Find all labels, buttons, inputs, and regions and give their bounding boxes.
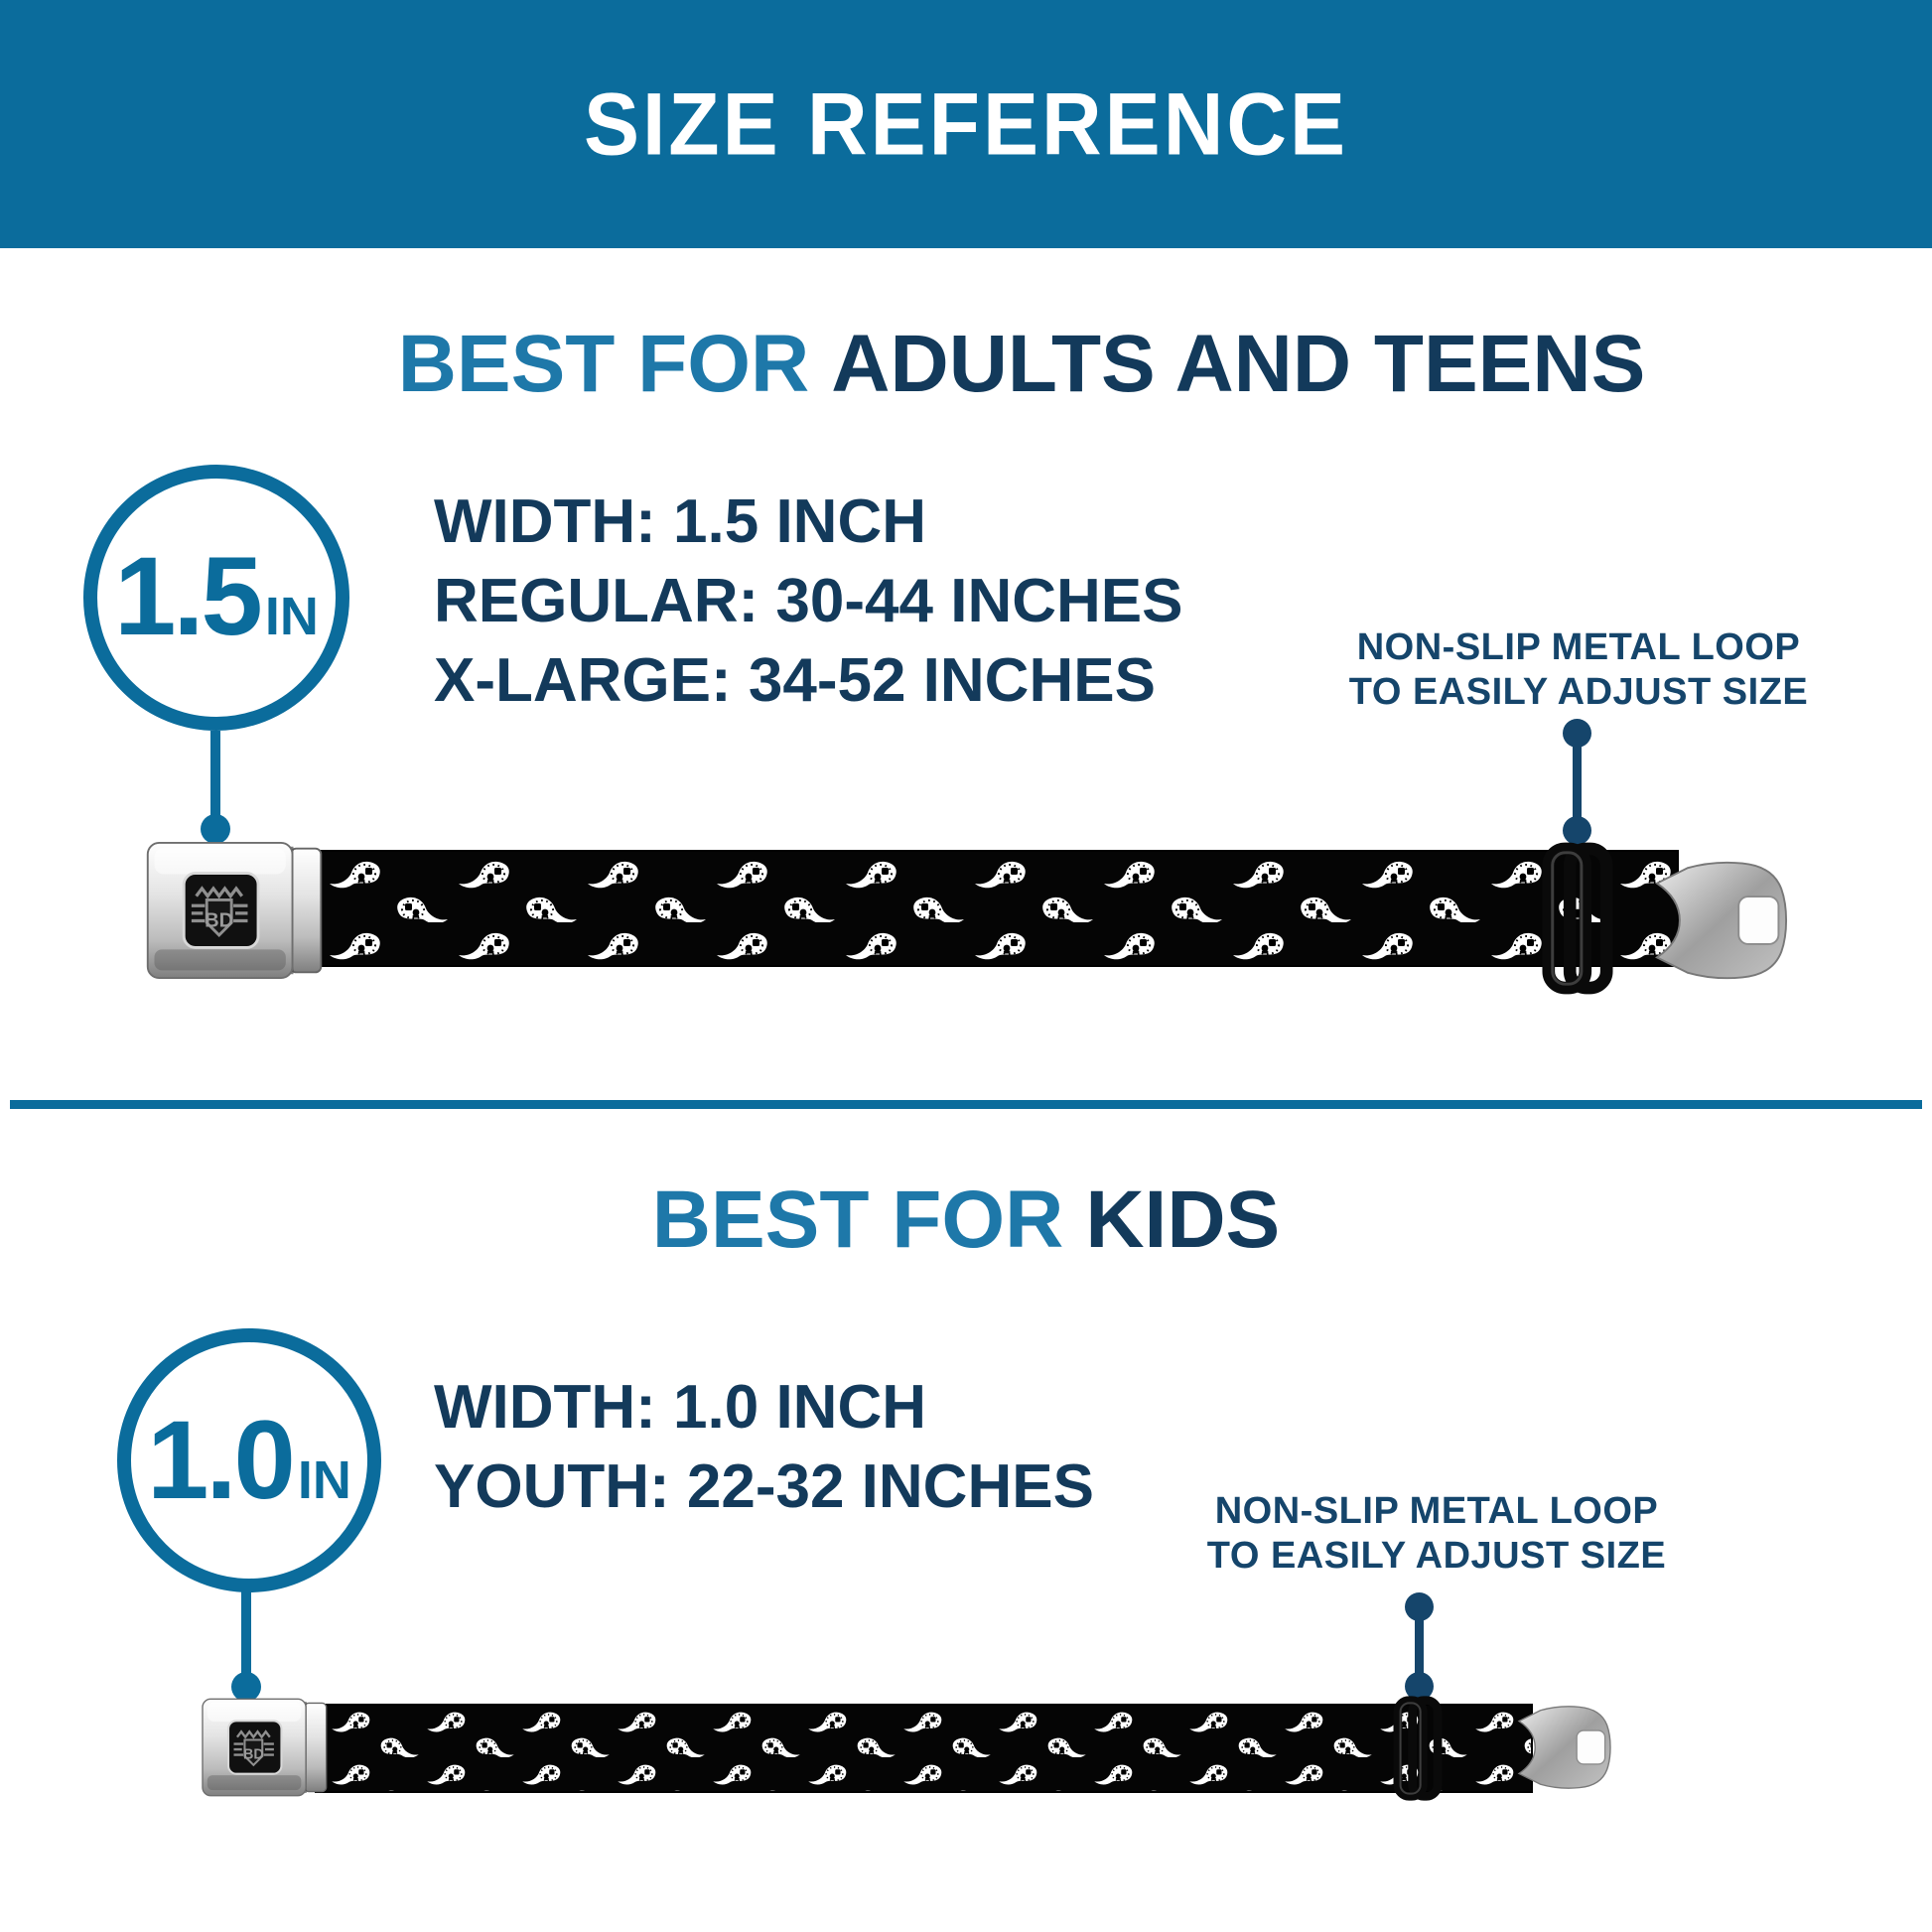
callout-pointer-dot-bottom	[1405, 1672, 1434, 1701]
badge-pointer-dot-kids	[231, 1672, 261, 1702]
paisley-webbing-strap	[307, 850, 1679, 967]
spec-line: WIDTH: 1.5 INCH	[434, 487, 926, 556]
section-heading-kids: BEST FOR KIDS	[0, 1179, 1932, 1261]
badge-unit: IN	[297, 1450, 351, 1510]
spec-line: YOUTH: 22-32 INCHES	[434, 1452, 1094, 1521]
callout-line: NON-SLIP METAL LOOP	[1214, 1490, 1659, 1532]
heading-dark-kids: KIDS	[1085, 1174, 1281, 1265]
paisley-webbing-strap	[315, 1704, 1533, 1793]
badge-pointer-dot-adults	[201, 814, 230, 844]
size-specs-adults: WIDTH: 1.5 INCH REGULAR: 30-44 INCHES X-…	[434, 483, 1182, 721]
section-divider	[10, 1100, 1922, 1109]
size-specs-kids: WIDTH: 1.0 INCH YOUTH: 22-32 INCHES	[434, 1368, 1094, 1527]
callout-pointer-dot-bottom	[1563, 816, 1591, 845]
seatbelt-buckle	[146, 841, 323, 980]
section-heading-adults: BEST FOR ADULTS AND TEENS	[0, 324, 1932, 405]
belt-photo-kids	[201, 1688, 1611, 1807]
badge-value: 1.0	[147, 1398, 296, 1522]
width-badge-kids: 1.0 IN	[117, 1328, 381, 1592]
seatbelt-buckle	[201, 1698, 328, 1797]
badge-unit: IN	[264, 587, 319, 646]
badge-pointer-line-kids	[241, 1590, 251, 1680]
page-title: SIZE REFERENCE	[583, 73, 1349, 174]
heading-dark-adults: ADULTS AND TEENS	[831, 319, 1646, 409]
callout-line: TO EASILY ADJUST SIZE	[1348, 671, 1809, 713]
badge-pointer-line-adults	[210, 731, 220, 820]
belt-photo-adults	[146, 841, 1788, 1006]
callout-line: TO EASILY ADJUST SIZE	[1206, 1535, 1667, 1577]
callout-line: NON-SLIP METAL LOOP	[1356, 626, 1801, 668]
spec-line: WIDTH: 1.0 INCH	[434, 1373, 926, 1442]
callout-pointer-line	[1415, 1608, 1424, 1684]
loop-callout-adults: NON-SLIP METAL LOOP TO EASILY ADJUST SIZ…	[1340, 625, 1817, 715]
header-bar: SIZE REFERENCE	[0, 0, 1932, 248]
width-badge-adults: 1.5 IN	[83, 465, 349, 731]
heading-light-kids: BEST FOR	[651, 1174, 1064, 1265]
spec-line: X-LARGE: 34-52 INCHES	[434, 646, 1156, 715]
badge-value: 1.5	[114, 534, 263, 658]
loop-callout-kids: NON-SLIP METAL LOOP TO EASILY ADJUST SIZ…	[1188, 1489, 1685, 1579]
callout-pointer-line	[1573, 735, 1582, 830]
heading-light-adults: BEST FOR	[397, 319, 810, 409]
spec-line: REGULAR: 30-44 INCHES	[434, 567, 1183, 635]
